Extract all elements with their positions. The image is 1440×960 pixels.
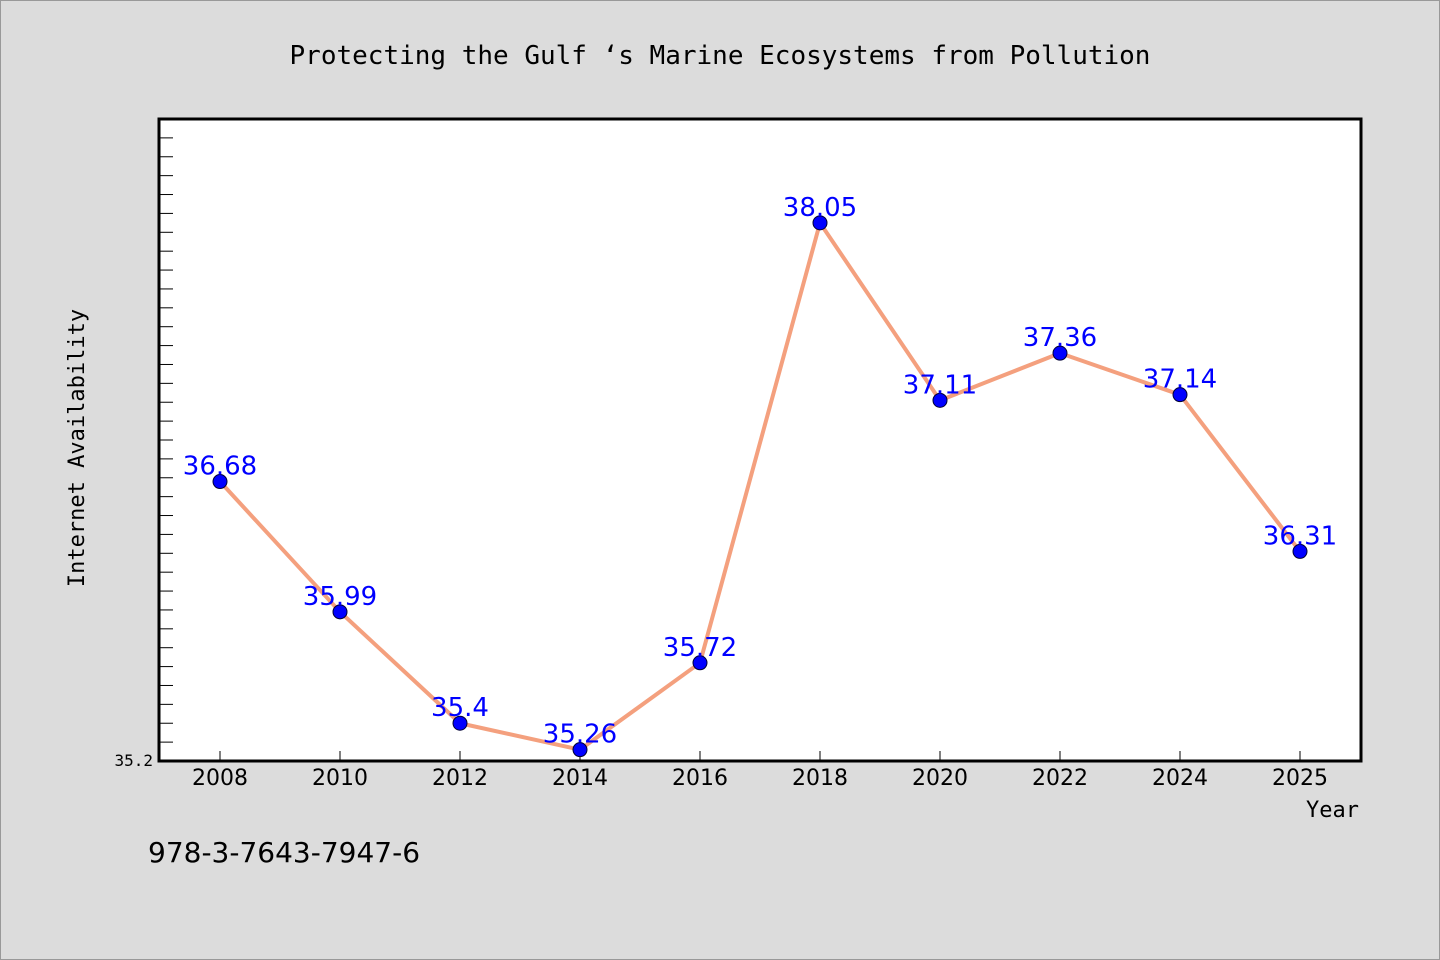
data-label: 35.26 — [543, 720, 617, 750]
data-label: 37.36 — [1023, 323, 1097, 353]
x-tick-label: 2022 — [1032, 766, 1088, 791]
y-axis-ticks: 35.2 — [114, 137, 173, 770]
data-label: 36.31 — [1263, 521, 1337, 551]
x-axis-label: Year — [1306, 798, 1359, 823]
y-tick-label: 35.2 — [114, 751, 153, 770]
chart-title: Protecting the Gulf ‘s Marine Ecosystems… — [290, 41, 1151, 71]
series-group: 36.68 35.99 35.4 35.26 35.72 38.05 37.11 37.36 3… — [183, 193, 1337, 758]
x-tick-label: 2025 — [1272, 766, 1328, 791]
data-point — [572, 742, 588, 758]
x-axis-ticks: 2008 2010 2012 2014 2016 2018 2020 2022 2024 2025 — [192, 751, 1328, 791]
series-line — [218, 220, 1302, 752]
data-label: 35.99 — [303, 582, 377, 612]
x-tick-label: 2020 — [912, 766, 968, 791]
data-point — [1052, 345, 1068, 361]
data-point — [452, 715, 468, 731]
x-tick-label: 2010 — [312, 766, 368, 791]
data-point — [1172, 387, 1188, 403]
y-axis-label: Internet Availability — [65, 309, 90, 587]
x-tick-label: 2018 — [792, 766, 848, 791]
data-point — [692, 655, 708, 671]
data-label: 36.68 — [183, 452, 257, 482]
data-point — [932, 392, 948, 408]
data-point — [812, 215, 828, 231]
data-label: 37.14 — [1143, 365, 1217, 395]
data-point — [212, 474, 228, 490]
x-tick-label: 2024 — [1152, 766, 1208, 791]
isbn-label: 978-3-7643-7947-6 — [148, 836, 420, 869]
data-label: 38.05 — [783, 193, 857, 223]
data-label: 35.72 — [663, 633, 737, 663]
data-label: 35.4 — [431, 693, 489, 723]
x-tick-label: 2008 — [192, 766, 248, 791]
data-label: 37.11 — [903, 370, 977, 400]
data-point — [332, 604, 348, 620]
plot-area — [157, 117, 1363, 763]
x-tick-label: 2014 — [552, 766, 608, 791]
x-tick-label: 2016 — [672, 766, 728, 791]
x-tick-label: 2012 — [432, 766, 488, 791]
data-point — [1292, 543, 1308, 559]
